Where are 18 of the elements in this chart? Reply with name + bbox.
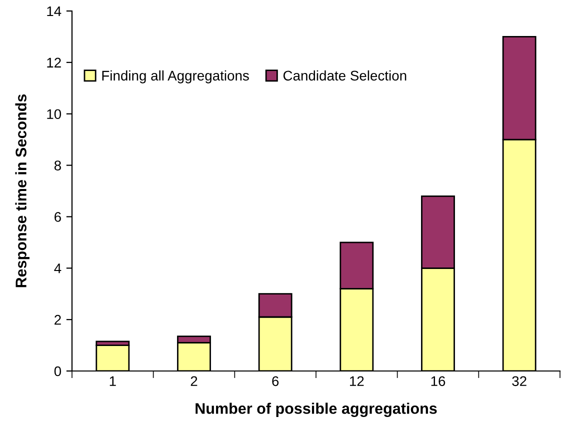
y-tick-label: 4 bbox=[54, 264, 62, 274]
legend-label: Finding all Aggregations bbox=[102, 70, 249, 84]
y-tick-label: 10 bbox=[47, 109, 62, 120]
x-axis-title: Number of possible aggregations bbox=[196, 402, 437, 418]
x-tick-label: 32 bbox=[512, 376, 526, 386]
x-tick-label: 6 bbox=[272, 376, 279, 386]
x-tick-label: 1 bbox=[110, 376, 116, 386]
x-tick-label: 2 bbox=[190, 376, 198, 386]
y-tick-label: 14 bbox=[47, 6, 62, 16]
y-axis-title: Response time in Seconds bbox=[15, 94, 30, 288]
legend-label: Candidate Selection bbox=[283, 70, 406, 81]
x-tick-label: 12 bbox=[350, 376, 364, 386]
y-tick-label: 8 bbox=[54, 160, 61, 170]
y-tick-label: 0 bbox=[54, 366, 62, 376]
x-tick-label: 16 bbox=[431, 376, 446, 386]
y-tick-label: 2 bbox=[54, 314, 61, 325]
y-tick-label: 12 bbox=[47, 58, 61, 68]
y-tick-label: 6 bbox=[54, 212, 61, 222]
